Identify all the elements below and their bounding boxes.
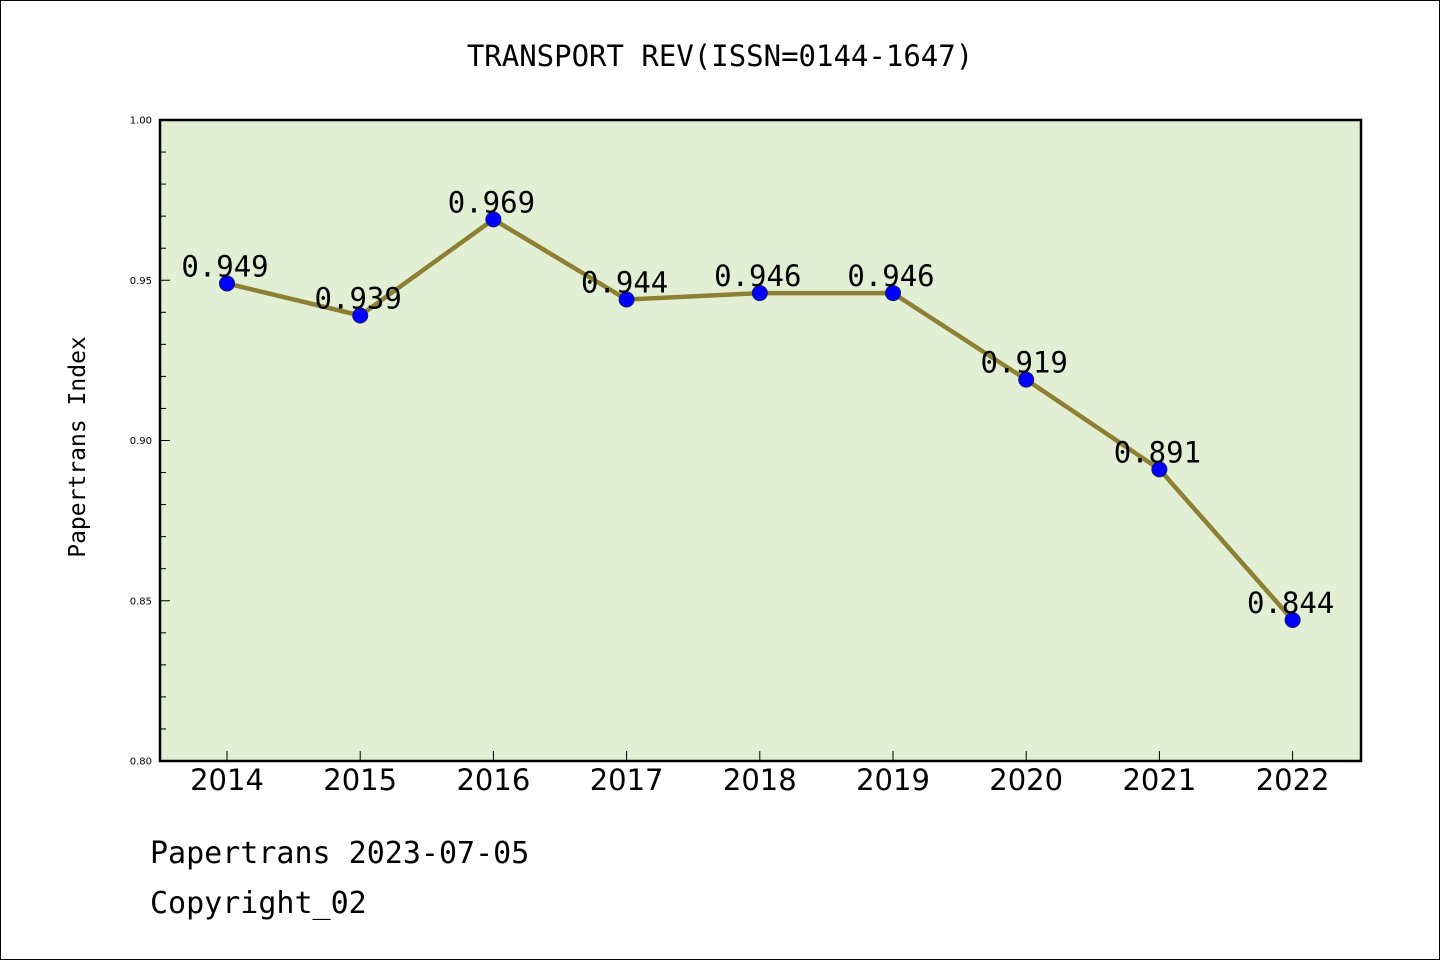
data-label: 0.891 [1114,435,1201,469]
y-axis: 0.80 0.85 0.90 0.95 1.00 [130,116,170,768]
footer-date-text: Papertrans 2023-07-05 [150,836,530,871]
data-point [885,285,901,302]
x-tick-label: 2017 [590,763,664,797]
y-axis-label: Papertrans Index [65,336,91,558]
data-label: 0.946 [847,259,934,293]
data-point [751,285,768,302]
data-point [219,275,235,292]
data-point [485,211,502,228]
x-tick-label: 2016 [456,763,530,797]
x-tick-label: 2015 [323,763,397,797]
chart-title: TRANSPORT REV(ISSN=0144-1647) [467,39,973,73]
x-tick-label: 2018 [723,763,797,797]
data-label: 0.969 [448,185,535,219]
data-point [352,307,369,324]
x-tick-label: 2021 [1122,763,1196,797]
data-label: 0.919 [981,346,1068,380]
y-tick-label: 0.95 [130,276,152,287]
x-axis: 2014 2015 2016 2017 2018 2019 2020 2021 2022 [190,751,1330,797]
y-tick-label: 0.85 [130,596,152,607]
y-tick-label: 1.00 [130,116,152,127]
series-layer: 0.949 0.939 0.969 0.944 0.946 0.946 0.919 0.891… [181,185,1334,628]
data-label: 0.946 [714,259,801,293]
y-tick-label: 0.80 [130,757,152,768]
data-label: 0.844 [1247,586,1334,620]
y-tick-label: 0.90 [130,436,152,447]
data-point [618,291,635,308]
data-label: 0.944 [581,265,668,299]
data-label: 0.949 [181,249,268,283]
data-point [1284,611,1301,628]
data-label: 0.939 [315,282,402,316]
x-tick-label: 2019 [856,763,930,797]
data-point [1151,461,1168,478]
footer-copyright-text: Copyright_02 [150,886,367,921]
x-tick-label: 2014 [190,763,264,797]
data-point [1018,371,1035,388]
x-tick-label: 2020 [989,763,1063,797]
x-tick-label: 2022 [1256,763,1330,797]
plot-area [158,118,1363,763]
